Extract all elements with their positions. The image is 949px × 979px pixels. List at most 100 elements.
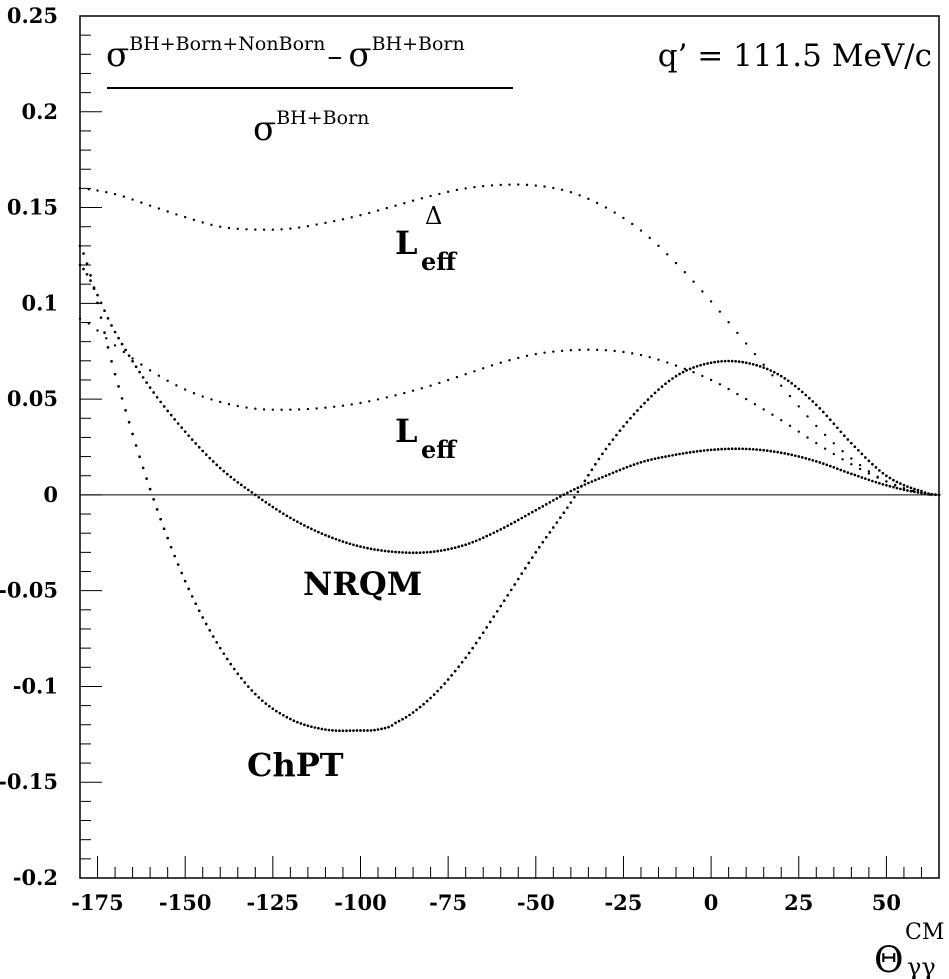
series-2-point (373, 548, 376, 551)
series-3-point (730, 359, 734, 363)
series-3-point (899, 482, 902, 486)
series-0-point (201, 221, 204, 224)
series-3-point (208, 629, 212, 632)
series-2-point (432, 550, 436, 553)
series-2-point (183, 430, 187, 434)
series-0-point (797, 405, 800, 408)
series-3-point (495, 609, 499, 613)
series-1-point (131, 357, 134, 360)
series-2-point (699, 449, 702, 453)
series-3-point (544, 535, 548, 539)
series-3-point (814, 403, 818, 407)
series-0-point (332, 219, 336, 223)
series-3-point (499, 604, 503, 608)
series-2-point (748, 447, 752, 451)
series-1-point (604, 349, 608, 352)
series-1-point (315, 407, 318, 410)
series-3-point (439, 686, 443, 689)
series-2-point (387, 549, 390, 553)
series-1-point (815, 441, 818, 445)
series-3-point (537, 545, 541, 549)
series-3-point (783, 376, 787, 380)
series-3-point (551, 526, 555, 529)
series-2-point (646, 459, 650, 462)
series-3-point (502, 599, 506, 603)
series-2-point (692, 450, 695, 454)
series-2-point (744, 447, 748, 451)
series-2-point (660, 455, 664, 459)
series-1-point (105, 337, 108, 340)
series-3-point (741, 360, 745, 364)
series-3-point (744, 361, 748, 365)
series-1-point (254, 407, 257, 410)
x-axis-label: Θ CM γγ (874, 920, 944, 979)
series-2-point (720, 447, 723, 451)
series-2-point (604, 474, 608, 478)
series-3-point (825, 414, 829, 418)
series-1-point (692, 371, 695, 374)
series-3-point (243, 681, 247, 684)
series-0-point (350, 216, 353, 219)
series-2-point (289, 516, 292, 520)
series-2-point (467, 542, 471, 545)
series-1-point (850, 463, 853, 466)
series-3-point (485, 626, 489, 629)
series-3-point (706, 362, 709, 365)
series-1-point (736, 392, 739, 396)
series-3-point (159, 517, 162, 521)
series-3-point (282, 713, 285, 717)
series-2-point (131, 359, 134, 363)
series-3-point (516, 577, 520, 581)
series-3-point (611, 438, 615, 441)
series-3-point (176, 563, 180, 567)
series-0-point (183, 215, 187, 219)
series-2-point (520, 516, 524, 520)
series-3-point (313, 726, 317, 729)
series-3-point (916, 488, 920, 492)
y-axis-label: σBH+Born+NonBorn– σBH+Born σBH+Born (106, 33, 513, 149)
series-3-point (471, 646, 475, 650)
label-leff-delta-sub: eff (421, 247, 457, 276)
series-2-point (303, 524, 306, 527)
series-2-point (401, 551, 404, 554)
series-3-point (527, 561, 531, 565)
series-2-point (885, 483, 888, 487)
series-2-point (285, 514, 289, 518)
series-1-point (797, 430, 800, 433)
series-3-point (583, 479, 587, 483)
series-3-point (807, 396, 811, 400)
series-3-point (103, 331, 106, 334)
series-3-point (145, 477, 148, 480)
series-0-point (639, 229, 643, 232)
series-2-point (857, 474, 860, 478)
series-2-point (215, 463, 219, 467)
series-2-point (650, 458, 653, 461)
y-tick-label: -0.2 (13, 865, 58, 890)
series-2-point (636, 462, 639, 465)
series-3-point (685, 369, 688, 372)
series-2-point (895, 486, 899, 490)
series-2-point (800, 456, 804, 459)
series-0-point (543, 185, 546, 188)
series-3-point (657, 388, 660, 391)
series-1-point (306, 407, 310, 411)
series-1-point (613, 349, 616, 353)
series-3-point (488, 620, 492, 624)
series-2-point (562, 493, 566, 496)
series-0-point (376, 209, 380, 212)
series-2-point (106, 316, 110, 320)
series-1-point (210, 398, 213, 401)
series-3-point (594, 462, 597, 466)
series-1-point (341, 404, 345, 407)
series-2-point (814, 460, 818, 463)
series-3-point (274, 709, 278, 713)
series-1-point (490, 364, 494, 367)
series-1-point (543, 351, 546, 354)
series-2-point (134, 365, 138, 369)
series-2-point (755, 448, 759, 451)
series-2-point (89, 279, 92, 282)
ylabel-denominator-sup: BH+Born (276, 107, 369, 129)
series-3-point (937, 493, 941, 497)
series-3-point (772, 370, 776, 374)
series-2-point (190, 438, 194, 441)
